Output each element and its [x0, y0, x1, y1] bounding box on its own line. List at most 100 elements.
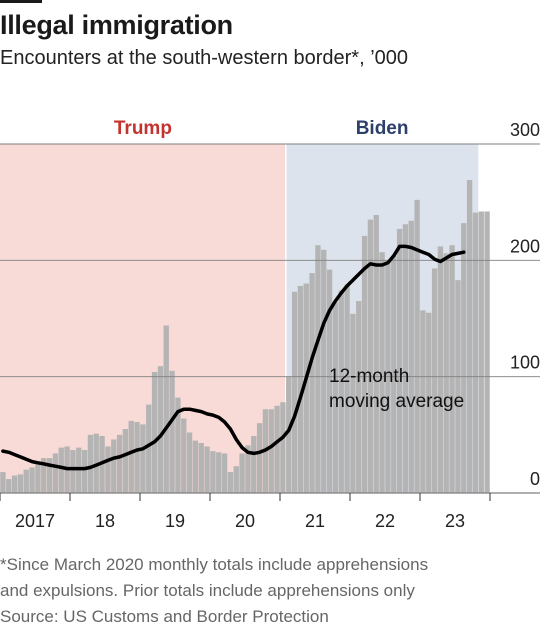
- bar-75: [437, 246, 444, 493]
- bar-69: [402, 224, 409, 493]
- chart-subtitle: Encounters at the south-western border*,…: [0, 47, 409, 69]
- bar-5: [29, 467, 35, 493]
- bar-18: [105, 446, 111, 493]
- bar-70: [408, 220, 414, 493]
- bar-21: [122, 429, 129, 493]
- bar-8: [46, 458, 53, 493]
- bar-52: [303, 283, 309, 493]
- footnotes: *Since March 2020 monthly totals include…: [0, 552, 428, 630]
- bar-3: [17, 474, 24, 493]
- x-tick-label-18: 18: [95, 511, 115, 531]
- bar-82: [478, 211, 484, 493]
- source-note: Source: US Customs and Border Protection: [0, 607, 329, 626]
- bar-51: [297, 285, 304, 493]
- bar-30: [175, 397, 181, 493]
- y-tick-label-0: 0: [530, 469, 540, 489]
- footnote-line-1: *Since March 2020 monthly totals include…: [0, 555, 429, 574]
- bar-48: [280, 402, 286, 493]
- bar-49: [286, 376, 292, 493]
- bar-43: [251, 435, 257, 493]
- bar-83: [484, 211, 490, 493]
- header-rule: [0, 0, 42, 3]
- bar-63: [367, 219, 374, 493]
- bar-42: [245, 445, 251, 493]
- bar-77: [449, 245, 455, 493]
- y-tick-label-200: 200: [510, 236, 540, 256]
- bar-20: [116, 434, 123, 493]
- bar-55: [321, 249, 327, 493]
- bar-0: [0, 472, 6, 493]
- bar-23: [134, 422, 140, 493]
- x-tick-label-22: 22: [375, 511, 395, 531]
- period-label-biden: Biden: [356, 118, 409, 139]
- bar-28: [163, 325, 169, 493]
- bar-62: [361, 235, 368, 494]
- bar-61: [356, 301, 362, 493]
- bar-22: [128, 420, 134, 493]
- bar-26: [151, 372, 158, 493]
- bar-80: [466, 180, 473, 493]
- bar-76: [443, 253, 449, 493]
- bar-32: [186, 432, 193, 493]
- x-tick-label-20: 20: [235, 511, 255, 531]
- bar-47: [274, 405, 280, 493]
- bar-4: [23, 469, 29, 493]
- chart-title: Illegal immigration: [0, 10, 233, 40]
- bar-40: [233, 466, 239, 493]
- bar-54: [315, 245, 321, 493]
- bar-25: [146, 404, 152, 493]
- bar-56: [326, 269, 333, 493]
- bar-46: [268, 409, 274, 493]
- bar-27: [157, 366, 164, 493]
- y-tick-label-300: 300: [510, 120, 540, 140]
- bar-81: [472, 212, 479, 494]
- bar-41: [239, 453, 245, 493]
- bar-58: [338, 290, 344, 493]
- x-tick-label-2017: 2017: [15, 511, 55, 531]
- bar-31: [181, 418, 187, 493]
- bar-33: [192, 440, 199, 493]
- x-tick-label-21: 21: [305, 511, 325, 531]
- bar-10: [58, 447, 64, 493]
- bar-78: [455, 280, 461, 493]
- bar-7: [41, 458, 47, 493]
- bar-29: [169, 370, 175, 493]
- bar-1: [6, 479, 12, 493]
- period-label-trump: Trump: [114, 118, 172, 139]
- bar-9: [52, 453, 59, 493]
- bar-74: [431, 268, 438, 493]
- bar-35: [204, 446, 210, 493]
- bar-57: [332, 302, 339, 493]
- annotation-line-2: moving average: [329, 391, 464, 412]
- bar-72: [420, 310, 426, 493]
- bar-59: [344, 284, 350, 493]
- bar-12: [70, 449, 76, 493]
- bar-15: [87, 434, 94, 493]
- bar-53: [309, 273, 315, 493]
- bar-60: [350, 313, 356, 493]
- bar-36: [210, 451, 216, 493]
- x-tick-label-23: 23: [445, 511, 465, 531]
- bar-6: [35, 462, 41, 493]
- y-tick-label-100: 100: [510, 353, 540, 373]
- bar-64: [373, 214, 379, 494]
- bar-14: [81, 449, 88, 493]
- bar-19: [111, 439, 117, 493]
- bar-71: [414, 199, 420, 493]
- annotation-line-1: 12-month: [329, 366, 409, 387]
- bar-38: [221, 453, 228, 493]
- footnote-line-2: and expulsions. Prior totals include app…: [0, 581, 415, 600]
- bar-68: [396, 228, 403, 493]
- moving-average-line: [1, 244, 466, 471]
- bar-79: [461, 223, 467, 493]
- x-tick-label-19: 19: [165, 511, 185, 531]
- bar-44: [256, 423, 263, 493]
- bar-37: [216, 452, 222, 493]
- bar-34: [198, 442, 204, 493]
- bar-73: [426, 312, 432, 493]
- bar-24: [140, 424, 146, 493]
- bar-67: [391, 255, 397, 493]
- bar-65: [379, 252, 385, 493]
- bar-50: [291, 291, 298, 493]
